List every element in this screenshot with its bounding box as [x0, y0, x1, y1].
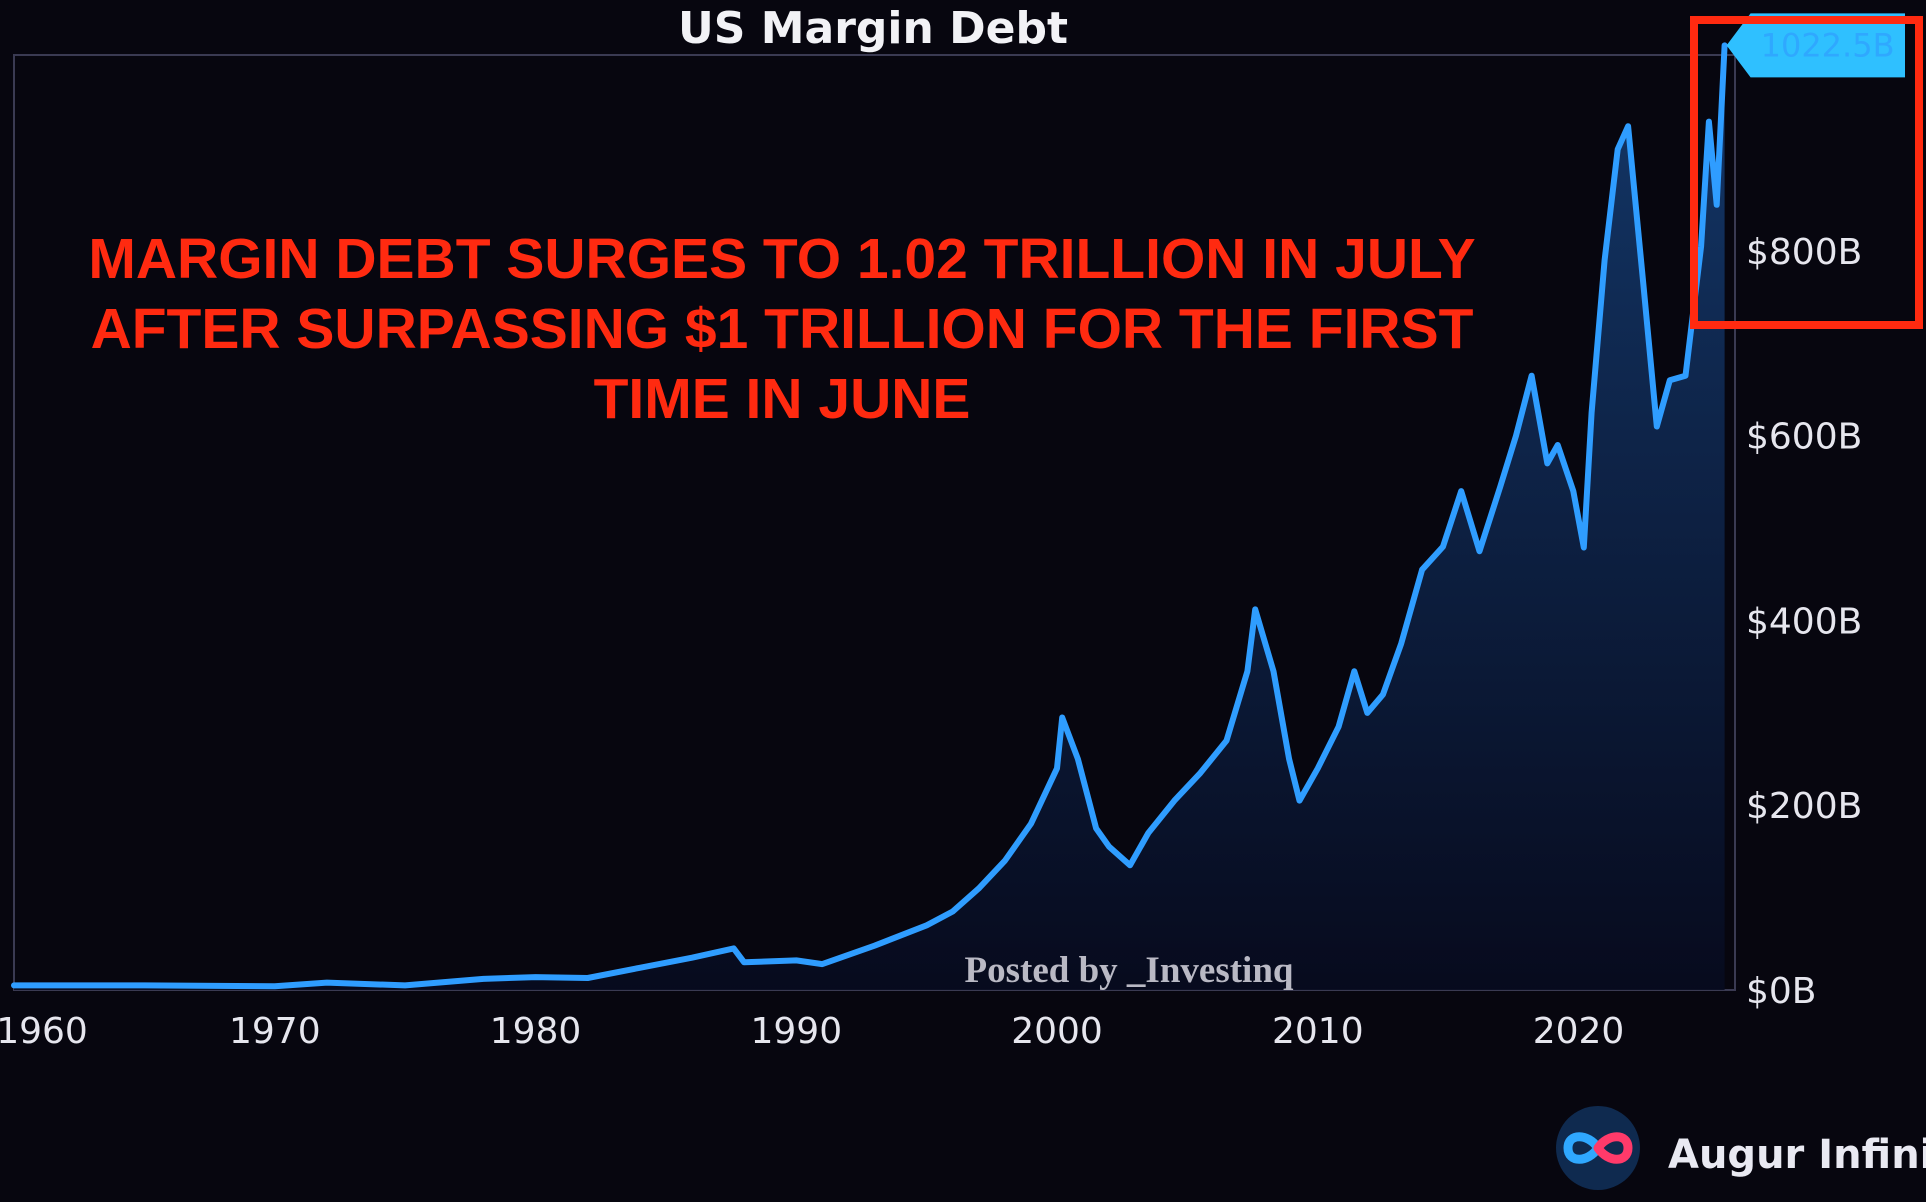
- area-layer: [14, 45, 1725, 990]
- headline-line-3: TIME IN JUNE: [594, 367, 971, 431]
- headline-line-2: AFTER SURPASSING $1 TRILLION FOR THE FIR…: [91, 297, 1474, 361]
- callout-tag-shape: [1726, 13, 1905, 78]
- latest-value-callout: 1022.5B: [1726, 13, 1905, 78]
- x-tick-label: 1970: [229, 1011, 321, 1052]
- y-axis: $0B $200B $400B $600B $800B: [1746, 232, 1862, 1012]
- brand-logo: [1556, 1106, 1640, 1190]
- y-tick-label: $200B: [1746, 786, 1862, 827]
- y-tick-label: $0B: [1746, 971, 1817, 1012]
- x-tick-label: 1960: [0, 1011, 88, 1052]
- headline-line-1: MARGIN DEBT SURGES TO 1.02 TRILLION IN J…: [88, 227, 1475, 291]
- chart-title: US Margin Debt: [678, 3, 1068, 54]
- series-line: [11, 42, 1728, 990]
- x-tick-label: 1980: [490, 1011, 582, 1052]
- y-tick-label: $800B: [1746, 232, 1862, 273]
- brand-name: Augur Infinity: [1668, 1132, 1926, 1178]
- x-tick-label: 1990: [750, 1011, 842, 1052]
- watermark-text: Posted by _Investinq: [965, 950, 1294, 991]
- y-tick-label: $600B: [1746, 417, 1862, 458]
- x-tick-label: 2010: [1272, 1011, 1364, 1052]
- y-tick-label: $400B: [1746, 602, 1862, 643]
- latest-value-label: 1022.5B: [1761, 26, 1895, 64]
- x-tick-label: 2000: [1011, 1011, 1103, 1052]
- x-tick-label: 2020: [1533, 1011, 1625, 1052]
- highlight-box: [1690, 16, 1923, 329]
- x-axis: 1960 1970 1980 1990 2000 2010 2020: [0, 1011, 1624, 1052]
- infinity-icon: [1563, 1132, 1633, 1164]
- area-fill: [14, 45, 1725, 990]
- line-layer: [11, 42, 1728, 990]
